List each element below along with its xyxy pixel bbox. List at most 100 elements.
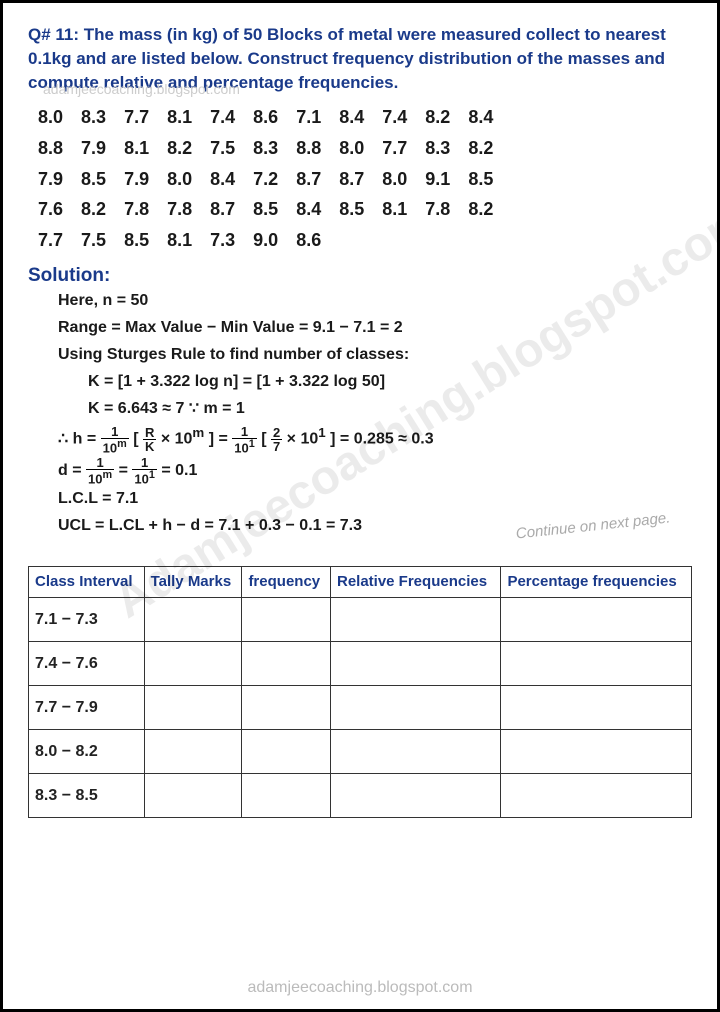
empty-cell <box>242 598 331 642</box>
data-value: 8.2 <box>425 102 450 133</box>
data-row: 7.77.58.58.17.39.08.6 <box>38 225 692 256</box>
question-label: Q# 11: <box>28 25 79 44</box>
data-value: 7.8 <box>167 194 192 225</box>
empty-cell <box>330 686 500 730</box>
empty-cell <box>330 642 500 686</box>
data-value: 8.5 <box>339 194 364 225</box>
solution-body: Here, n = 50 Range = Max Value − Min Val… <box>58 289 692 539</box>
fraction: 110m <box>86 456 114 485</box>
data-value: 8.3 <box>425 133 450 164</box>
data-value: 7.2 <box>253 164 278 195</box>
table-row: 7.4 − 7.6 <box>29 642 692 686</box>
data-value: 7.7 <box>124 102 149 133</box>
data-value: 8.7 <box>339 164 364 195</box>
data-value: 8.0 <box>167 164 192 195</box>
fraction: 27 <box>271 426 282 453</box>
data-value: 8.0 <box>339 133 364 164</box>
text: ∴ h = <box>58 431 96 448</box>
data-value: 7.5 <box>210 133 235 164</box>
table-row: 8.0 − 8.2 <box>29 730 692 774</box>
table-row: 7.7 − 7.9 <box>29 686 692 730</box>
text: = 0.285 ≈ 0.3 <box>340 431 434 448</box>
solution-line: d = 110m = 1101 = 0.1 <box>58 456 692 485</box>
data-value: 7.9 <box>81 133 106 164</box>
data-value: 8.7 <box>210 194 235 225</box>
empty-cell <box>501 774 692 818</box>
class-interval-cell: 8.0 − 8.2 <box>29 730 145 774</box>
fraction: 1101 <box>232 425 257 454</box>
data-value: 8.5 <box>124 225 149 256</box>
watermark-footer: adamjeecoaching.blogspot.com <box>3 979 717 997</box>
empty-cell <box>242 730 331 774</box>
data-value: 7.8 <box>124 194 149 225</box>
empty-cell <box>242 686 331 730</box>
frequency-table: Class IntervalTally MarksfrequencyRelati… <box>28 566 692 818</box>
solution-label: Solution: <box>28 265 692 287</box>
data-value: 7.8 <box>425 194 450 225</box>
data-row: 7.68.27.87.88.78.58.48.58.17.88.2 <box>38 194 692 225</box>
data-value: 8.4 <box>339 102 364 133</box>
empty-cell <box>144 730 242 774</box>
data-value: 7.6 <box>38 194 63 225</box>
data-value: 8.8 <box>38 133 63 164</box>
data-value: 8.4 <box>210 164 235 195</box>
data-row: 8.08.37.78.17.48.67.18.47.48.28.4 <box>38 102 692 133</box>
data-value: 7.1 <box>296 102 321 133</box>
table-header: Percentage frequencies <box>501 567 692 598</box>
empty-cell <box>330 598 500 642</box>
data-value: 8.0 <box>382 164 407 195</box>
data-value: 8.3 <box>81 102 106 133</box>
solution-line: K = 6.643 ≈ 7 ∵ m = 1 <box>88 397 692 422</box>
empty-cell <box>330 730 500 774</box>
data-value: 8.2 <box>167 133 192 164</box>
data-value: 8.4 <box>296 194 321 225</box>
data-value: 7.4 <box>382 102 407 133</box>
empty-cell <box>144 774 242 818</box>
data-value: 7.7 <box>382 133 407 164</box>
data-value: 8.1 <box>382 194 407 225</box>
empty-cell <box>501 598 692 642</box>
data-value: 9.0 <box>253 225 278 256</box>
data-row: 7.9 8.5 7.9 8.0 8.4 7.2 8.7 8.7 8.0 9.1 8.5 <box>38 164 692 195</box>
empty-cell <box>330 774 500 818</box>
table-header: Relative Frequencies <box>330 567 500 598</box>
solution-line: K = [1 + 3.322 log n] = [1 + 3.322 log 5… <box>88 370 692 395</box>
data-value: 8.6 <box>296 225 321 256</box>
text: = 0.1 <box>161 462 197 479</box>
data-value: 9.1 <box>425 164 450 195</box>
watermark-top: adamjeecoaching.blogspot.com <box>43 81 240 97</box>
data-value: 8.1 <box>167 225 192 256</box>
data-value: 7.3 <box>210 225 235 256</box>
data-value: 8.1 <box>124 133 149 164</box>
empty-cell <box>501 642 692 686</box>
solution-line: L.C.L = 7.1 <box>58 487 692 512</box>
data-value: 7.9 <box>38 164 63 195</box>
empty-cell <box>242 642 331 686</box>
fraction: 110m <box>101 425 129 454</box>
data-value: 8.0 <box>38 102 63 133</box>
data-value: 7.7 <box>38 225 63 256</box>
data-value: 7.9 <box>124 164 149 195</box>
table-row: 7.1 − 7.3 <box>29 598 692 642</box>
fraction: 1101 <box>132 456 157 485</box>
solution-line: ∴ h = 110m [ RK × 10m ] = 1101 [ 27 × 10… <box>58 423 692 454</box>
data-grid: 8.08.37.78.17.48.67.18.47.48.28.48.87.98… <box>38 102 692 255</box>
class-interval-cell: 7.7 − 7.9 <box>29 686 145 730</box>
data-value: 8.7 <box>296 164 321 195</box>
class-interval-cell: 7.1 − 7.3 <box>29 598 145 642</box>
class-interval-cell: 8.3 − 8.5 <box>29 774 145 818</box>
empty-cell <box>144 686 242 730</box>
empty-cell <box>144 598 242 642</box>
data-value: 8.2 <box>468 194 493 225</box>
data-value: 8.2 <box>81 194 106 225</box>
data-value: 8.5 <box>81 164 106 195</box>
text: × 10 <box>161 431 193 448</box>
data-value: 8.6 <box>253 102 278 133</box>
empty-cell <box>501 730 692 774</box>
class-interval-cell: 7.4 − 7.6 <box>29 642 145 686</box>
data-row: 8.87.98.18.27.58.38.88.07.78.38.2 <box>38 133 692 164</box>
data-value: 8.5 <box>468 164 493 195</box>
data-value: 7.4 <box>210 102 235 133</box>
empty-cell <box>144 642 242 686</box>
solution-line: Range = Max Value − Min Value = 9.1 − 7.… <box>58 316 692 341</box>
